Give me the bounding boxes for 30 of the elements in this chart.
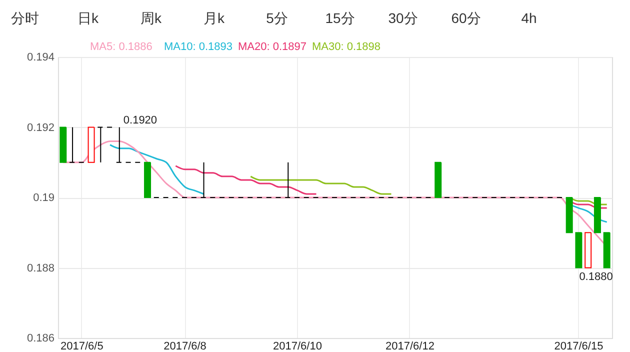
text: 月k (204, 10, 226, 26)
candlestick (200, 162, 208, 198)
text: MA10: 0.1893 (164, 41, 232, 53)
y-tick-label: 0.188 (26, 262, 54, 274)
candlestick (284, 162, 292, 198)
text: 60分 (451, 10, 481, 26)
candlestick (97, 126, 104, 163)
candlestick (69, 126, 76, 163)
text: 4h (521, 10, 537, 26)
y-tick-label: 0.19 (33, 192, 54, 204)
x-tick-label: 2017/6/10 (273, 340, 322, 352)
x-tick-label: 2017/6/12 (386, 340, 434, 352)
y-tick-label: 0.186 (26, 332, 54, 344)
text: MA5: 0.1886 (90, 41, 152, 53)
text: 30分 (388, 10, 418, 26)
annotation: 0.1880 (579, 270, 613, 283)
text: 15分 (325, 10, 355, 26)
text: MA30: 0.1898 (312, 41, 380, 53)
text: 周k (140, 10, 162, 26)
x-tick-label: 2017/6/5 (60, 340, 104, 352)
candlestick (116, 126, 123, 163)
x-tick-label: 2017/6/15 (554, 340, 604, 352)
text: 分时 (11, 10, 39, 26)
text: MA20: 0.1897 (238, 41, 306, 53)
x-tick-label: 2017/6/8 (164, 340, 206, 352)
y-tick-label: 0.194 (26, 52, 54, 64)
annotation: 0.1920 (123, 114, 158, 126)
y-tick-label: 0.192 (26, 122, 54, 134)
text: 5分 (266, 10, 288, 26)
text: 日k (78, 10, 100, 26)
